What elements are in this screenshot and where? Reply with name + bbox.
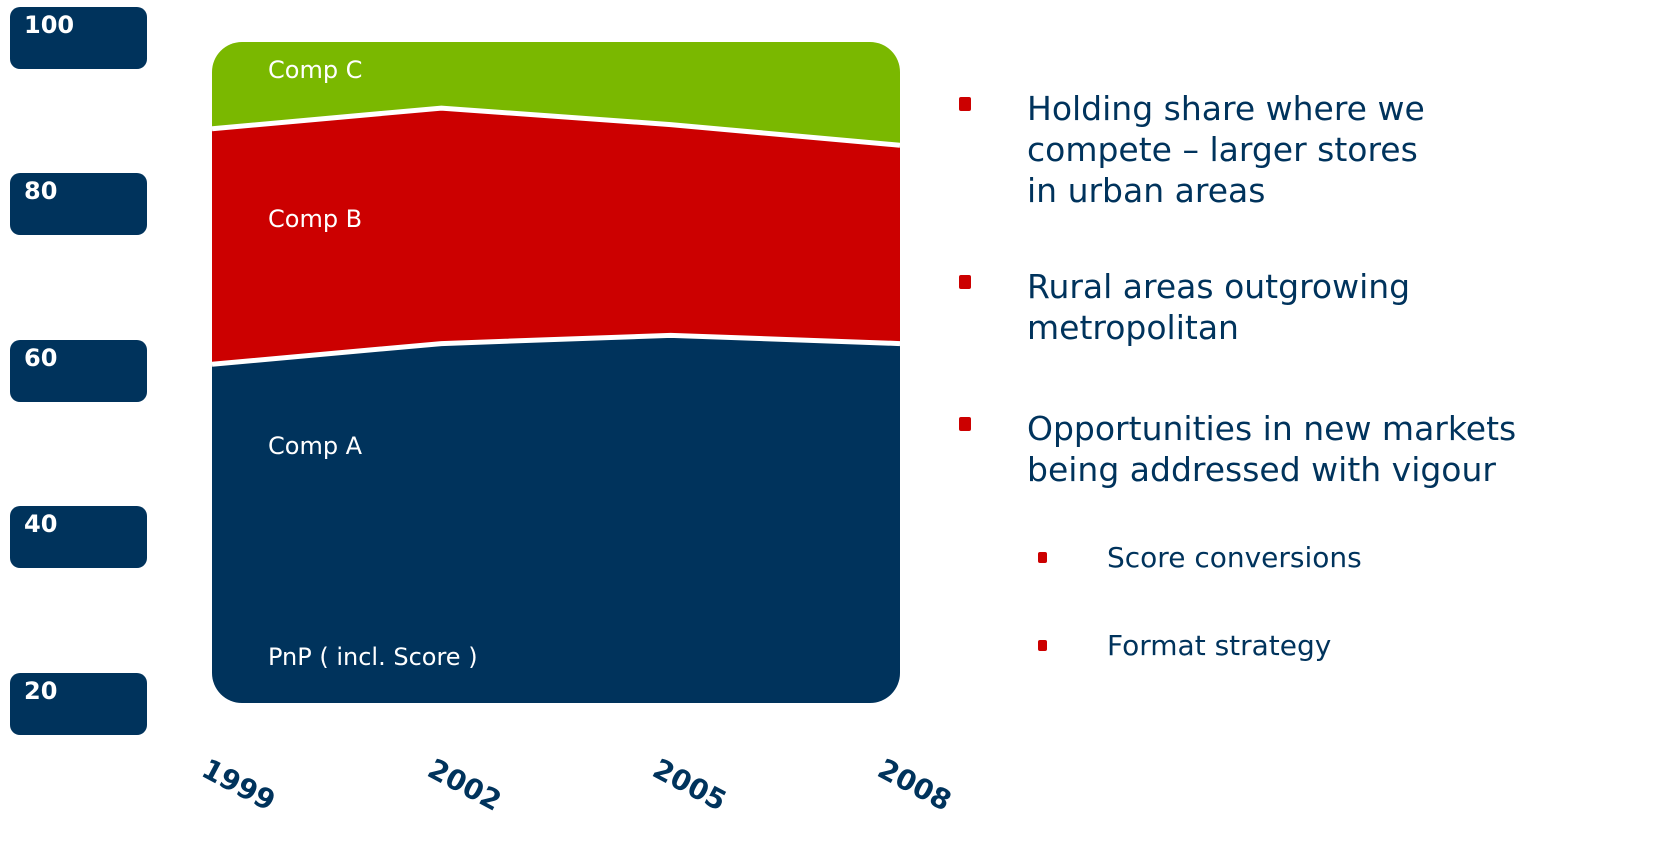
y-tick-label: 80 (24, 177, 58, 205)
y-tick-40: 40 (10, 506, 147, 568)
sub-bullet-text: Format strategy (1107, 629, 1332, 662)
bullet-line: being addressed with vigour (1027, 450, 1496, 489)
area-boundary-line (212, 105, 900, 148)
bullet-line: Rural areas outgrowing (1027, 267, 1411, 306)
y-tick-label: 20 (24, 677, 58, 705)
bullet-line: compete – larger stores (1027, 130, 1418, 169)
y-tick-100: 100 (10, 7, 147, 69)
sub-bullet-marker (1038, 552, 1047, 563)
series-label-comp-b: Comp B (268, 205, 363, 233)
series-label-pnp: PnP ( incl. Score ) (268, 643, 478, 671)
y-tick-60: 60 (10, 340, 147, 402)
y-tick-20: 20 (10, 673, 147, 735)
sub-bullet-marker (1038, 640, 1047, 651)
y-tick-label: 40 (24, 510, 58, 538)
area-comp-a (212, 108, 900, 365)
y-tick-80: 80 (10, 173, 147, 235)
series-label-comp-c: Comp C (268, 56, 363, 84)
sub-bullet-text: Score conversions (1107, 541, 1362, 574)
bullet-marker (959, 417, 971, 431)
y-tick-label: 60 (24, 344, 58, 372)
area-pnp (212, 335, 900, 703)
bullet-line: Holding share where we (1027, 89, 1425, 128)
bullet-marker (959, 275, 971, 289)
bullet-line: Opportunities in new markets (1027, 409, 1517, 448)
area-boundary-line (212, 332, 900, 367)
bullet-line: metropolitan (1027, 308, 1239, 347)
bullet-marker (959, 97, 971, 111)
series-label-comp-a: Comp A (268, 432, 363, 460)
bullet-line: in urban areas (1027, 171, 1266, 210)
area-comp-b (212, 42, 900, 146)
y-tick-label: 100 (24, 11, 75, 39)
